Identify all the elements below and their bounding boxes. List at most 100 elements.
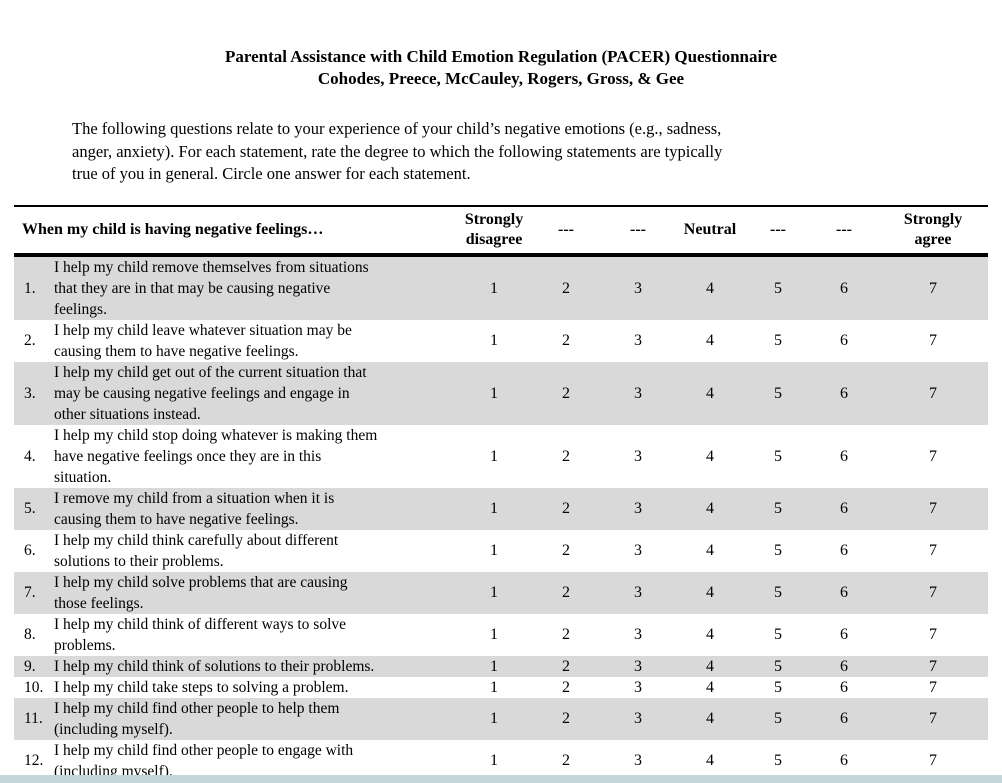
scale-option[interactable]: 7: [929, 384, 938, 402]
scale-option[interactable]: 7: [929, 279, 938, 297]
scale-option[interactable]: 3: [634, 542, 643, 559]
scale-option[interactable]: 5: [774, 542, 783, 559]
row-statement: I help my child remove themselves from s…: [54, 258, 369, 318]
scale-option[interactable]: 2: [562, 542, 571, 559]
scale-option[interactable]: 2: [562, 710, 571, 727]
table-row: 11. I help my child find other people to…: [14, 697, 989, 740]
scale-option[interactable]: 6: [840, 710, 849, 727]
scale-option[interactable]: 4: [706, 447, 715, 465]
scale-option[interactable]: 5: [774, 384, 783, 402]
scale-option[interactable]: 7: [929, 500, 938, 517]
scale-option[interactable]: 5: [774, 657, 783, 675]
scale-option[interactable]: 5: [774, 710, 783, 727]
scale-option[interactable]: 7: [929, 657, 938, 675]
scale-option[interactable]: 7: [929, 678, 938, 696]
scale-option[interactable]: 3: [634, 500, 643, 517]
row-number: 5.: [24, 500, 36, 517]
scale-option[interactable]: 4: [706, 626, 715, 643]
scale-option[interactable]: 1: [490, 626, 499, 643]
row-number: 10.: [24, 678, 44, 696]
scale-option[interactable]: 4: [706, 584, 715, 601]
scale-option[interactable]: 1: [490, 710, 499, 727]
document-header: Parental Assistance with Child Emotion R…: [0, 0, 1002, 90]
scale-option[interactable]: 3: [634, 332, 643, 349]
row-statement: I help my child take steps to solving a …: [54, 678, 349, 696]
scale-option[interactable]: 4: [706, 710, 715, 727]
scale-option[interactable]: 2: [562, 584, 571, 601]
scale-option[interactable]: 7: [929, 332, 938, 349]
scale-option[interactable]: 2: [562, 657, 571, 675]
scale-option[interactable]: 4: [706, 657, 715, 675]
scale-option[interactable]: 2: [562, 279, 571, 297]
row-number: 6.: [24, 542, 36, 559]
scale-option[interactable]: 1: [490, 752, 499, 769]
scale-option[interactable]: 2: [562, 678, 571, 696]
scale-option[interactable]: 5: [774, 332, 783, 349]
scale-option[interactable]: 1: [490, 678, 499, 696]
scale-option[interactable]: 6: [840, 542, 849, 559]
scale-option[interactable]: 7: [929, 752, 938, 769]
scale-option[interactable]: 3: [634, 678, 643, 696]
scale-option[interactable]: 4: [706, 384, 715, 402]
scale-option[interactable]: 6: [840, 626, 849, 643]
scale-option[interactable]: 4: [706, 542, 715, 559]
scale-option[interactable]: 5: [774, 447, 783, 465]
scale-option[interactable]: 3: [634, 447, 643, 465]
questionnaire-authors: Cohodes, Preece, McCauley, Rogers, Gross…: [317, 69, 685, 88]
scale-option[interactable]: 7: [929, 447, 938, 465]
scale-option[interactable]: 1: [490, 500, 499, 517]
scale-option[interactable]: 1: [490, 384, 499, 402]
scale-option[interactable]: 5: [774, 500, 783, 517]
scale-option[interactable]: 5: [774, 678, 783, 696]
row-number: 11.: [24, 710, 43, 727]
scale-option[interactable]: 3: [634, 384, 643, 402]
table-row: 9. I help my child think of solutions to…: [14, 655, 989, 677]
scale-option[interactable]: 5: [774, 584, 783, 601]
scale-option[interactable]: 2: [562, 626, 571, 643]
scale-option[interactable]: 2: [562, 384, 571, 402]
scale-option[interactable]: 3: [634, 752, 643, 769]
scale-option[interactable]: 1: [490, 657, 499, 675]
scale-option[interactable]: 4: [706, 752, 715, 769]
scale-option[interactable]: 3: [634, 279, 643, 297]
scale-column-header-dash: ---: [530, 204, 603, 257]
row-statement: I help my child stop doing whatever is m…: [54, 426, 378, 486]
scale-option[interactable]: 6: [840, 678, 849, 696]
scale-option[interactable]: 5: [774, 279, 783, 297]
scale-option[interactable]: 7: [929, 584, 938, 601]
scale-option[interactable]: 5: [774, 752, 783, 769]
scale-option[interactable]: 1: [490, 447, 499, 465]
scale-option[interactable]: 1: [490, 279, 499, 297]
scale-column-header-dash: ---: [810, 204, 879, 257]
scale-option[interactable]: 6: [840, 752, 849, 769]
scale-option[interactable]: 5: [774, 626, 783, 643]
scale-option[interactable]: 2: [562, 752, 571, 769]
scale-option[interactable]: 3: [634, 584, 643, 601]
scale-option[interactable]: 1: [490, 542, 499, 559]
scale-option[interactable]: 2: [562, 332, 571, 349]
scale-option[interactable]: 1: [490, 332, 499, 349]
scale-option[interactable]: 6: [840, 279, 849, 297]
scale-option[interactable]: 7: [929, 626, 938, 643]
scale-option[interactable]: 3: [634, 710, 643, 727]
scale-option[interactable]: 4: [706, 678, 715, 696]
scale-option[interactable]: 2: [562, 447, 571, 465]
scale-option[interactable]: 4: [706, 500, 715, 517]
scale-option[interactable]: 4: [706, 279, 715, 297]
scale-column-header-dash: ---: [602, 204, 675, 257]
table-row: 2. I help my child leave whatever situat…: [14, 320, 988, 362]
scale-option[interactable]: 6: [840, 500, 849, 517]
scale-option[interactable]: 3: [634, 657, 643, 675]
scale-option[interactable]: 7: [929, 542, 938, 559]
scale-option[interactable]: 3: [634, 626, 643, 643]
scale-option[interactable]: 6: [840, 384, 849, 402]
table-row: 10. I help my child take steps to solvin…: [14, 677, 988, 698]
scale-option[interactable]: 4: [706, 332, 715, 349]
scale-option[interactable]: 6: [840, 447, 849, 465]
scale-option[interactable]: 6: [840, 657, 849, 675]
scale-option[interactable]: 6: [840, 584, 849, 601]
scale-option[interactable]: 6: [840, 332, 849, 349]
scale-option[interactable]: 7: [929, 710, 938, 727]
scale-option[interactable]: 2: [562, 500, 571, 517]
scale-option[interactable]: 1: [490, 584, 499, 601]
